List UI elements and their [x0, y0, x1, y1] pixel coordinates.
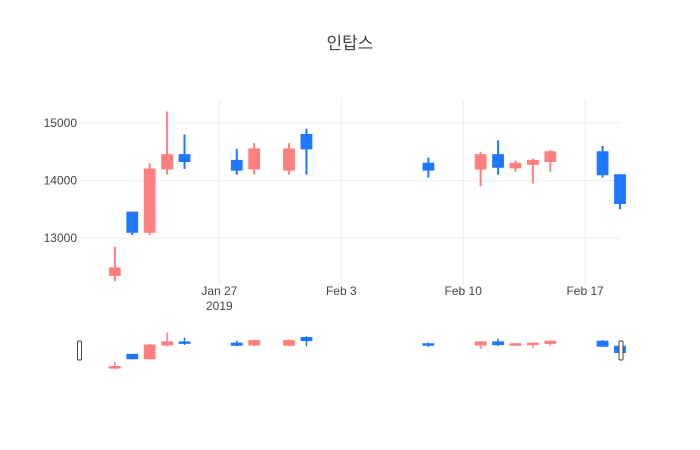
y-gridlines	[80, 122, 620, 239]
mini-candle	[474, 341, 487, 349]
mini-candle-body	[492, 341, 504, 346]
candle	[126, 211, 139, 236]
mini-candle	[230, 340, 243, 347]
candle	[248, 143, 261, 175]
range-slider-left-handle[interactable]	[77, 340, 82, 361]
mini-candle-body	[509, 343, 522, 346]
mini-candle	[544, 340, 557, 346]
candle-body	[614, 174, 626, 204]
candle-body	[283, 148, 295, 171]
mini-candle	[492, 338, 504, 347]
x-tick-label: Feb 10	[445, 284, 483, 298]
mini-candle-body	[596, 340, 609, 347]
candle	[178, 134, 191, 169]
candle-body	[527, 159, 539, 165]
x-tick-sublabel: 2019	[206, 299, 233, 313]
mini-candle-body	[178, 341, 191, 344]
candle	[527, 158, 539, 184]
candle	[161, 111, 173, 175]
x-tick-label: Feb 3	[326, 284, 357, 298]
y-axis-labels: 13000 14000 15000	[44, 116, 78, 245]
x-gridlines	[218, 100, 586, 284]
mini-candle	[509, 343, 522, 346]
candle-body	[178, 154, 191, 163]
mini-candle-body	[143, 344, 156, 360]
candle	[596, 146, 609, 178]
candle	[143, 163, 156, 236]
candle	[108, 246, 121, 282]
mini-candle-body	[108, 366, 121, 369]
mini-candle	[596, 340, 609, 347]
y-tick-label: 15000	[44, 116, 78, 130]
range-slider-right-handle[interactable]	[618, 340, 624, 361]
x-tick-label: Jan 27	[201, 284, 237, 298]
mini-candle	[143, 343, 156, 360]
y-tick-label: 14000	[44, 174, 78, 188]
candle	[492, 140, 504, 175]
candle-body	[143, 168, 156, 233]
candle-body	[596, 151, 609, 176]
candle-body	[300, 134, 313, 150]
mini-candle	[527, 342, 539, 349]
mini-candle-body	[126, 353, 139, 360]
x-tick-label: Feb 17	[566, 284, 604, 298]
candle-body	[544, 151, 557, 163]
mini-candle-body	[300, 337, 313, 342]
mini-candle	[126, 353, 139, 360]
candle-body	[422, 162, 435, 171]
mini-candle	[422, 342, 435, 347]
candle-body	[126, 211, 139, 233]
candle-body	[474, 154, 487, 170]
mini-candle	[108, 361, 121, 370]
candle	[614, 174, 626, 210]
mini-candle	[161, 332, 173, 347]
candle-body	[230, 159, 243, 171]
mini-candle	[283, 339, 295, 347]
mini-candle	[300, 336, 313, 347]
candle-body	[161, 154, 173, 170]
main-candles	[108, 111, 626, 282]
range-slider-candles	[108, 332, 626, 370]
candle	[422, 157, 435, 178]
candle-body	[108, 267, 121, 276]
mini-candle-body	[230, 342, 243, 346]
chart-title: 인탑스	[327, 34, 374, 54]
mini-candle	[178, 337, 191, 345]
candle	[544, 150, 557, 172]
range-slider[interactable]	[77, 332, 626, 370]
candle	[474, 151, 487, 187]
mini-candle	[248, 339, 261, 347]
mini-candle-body	[474, 341, 487, 346]
candle-body	[492, 154, 504, 168]
candle	[509, 160, 522, 172]
mini-candle-body	[161, 341, 173, 346]
candle	[283, 143, 295, 175]
candle-body	[509, 162, 522, 169]
mini-candle-body	[527, 342, 539, 346]
mini-candle-body	[544, 340, 557, 344]
candle	[230, 148, 243, 175]
candle-body	[248, 148, 261, 170]
mini-candle-body	[422, 343, 435, 346]
y-tick-label: 13000	[44, 231, 78, 245]
mini-candle-body	[283, 340, 295, 346]
candle	[300, 128, 313, 175]
mini-candle-body	[248, 340, 261, 346]
